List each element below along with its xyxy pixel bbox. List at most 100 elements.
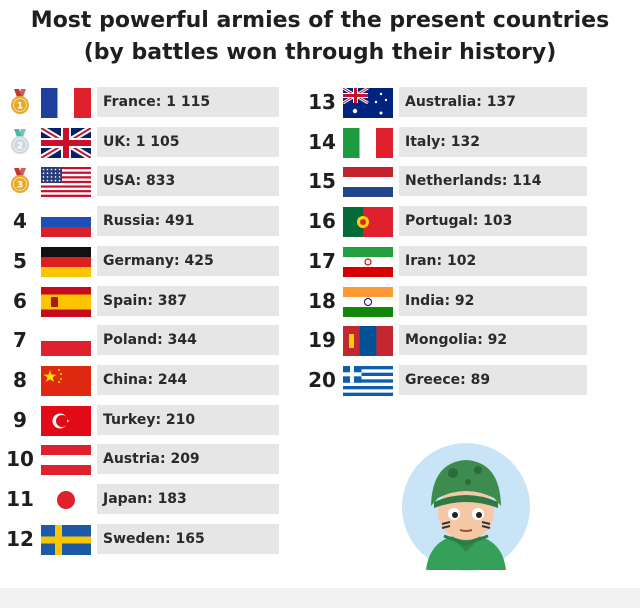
country-value-label: Mongolia: 92	[405, 332, 508, 349]
rank-number: 8	[13, 367, 27, 392]
italy-flag-icon	[343, 127, 393, 158]
value-bar: Germany: 425	[97, 245, 279, 276]
ranking-row: 2 UK: 1 105	[4, 126, 279, 158]
value-bar: India: 92	[399, 285, 587, 316]
austria-flag-icon	[41, 445, 91, 476]
rank-number: 4	[13, 209, 27, 234]
ranking-row: 6 Spain: 387	[4, 285, 279, 317]
rank-number: 5	[13, 248, 27, 273]
rank-number: 16	[308, 209, 336, 234]
ranking-row: 11 Japan: 183	[4, 484, 279, 515]
value-bar: Japan: 183	[97, 484, 279, 514]
ranking-row: 1 France: 1 115	[4, 87, 279, 118]
ranking-row: 20 Greece: 89	[306, 364, 587, 396]
china-flag-icon	[41, 365, 91, 396]
country-value-label: Poland: 344	[103, 332, 197, 349]
ranking-row: 8 China: 244	[4, 364, 279, 396]
value-bar: UK: 1 105	[97, 126, 279, 157]
ranking-row: 3 USA: 833	[4, 166, 279, 198]
country-value-label: Netherlands: 114	[405, 173, 542, 190]
country-value-label: Germany: 425	[103, 252, 214, 269]
ranking-row: 9 Turkey: 210	[4, 404, 279, 436]
value-bar: Spain: 387	[97, 285, 279, 316]
country-value-label: Sweden: 165	[103, 530, 205, 547]
country-value-label: Turkey: 210	[103, 411, 196, 428]
uk-flag-icon	[41, 127, 91, 158]
medal-icon: 2	[8, 128, 32, 155]
ranking-row: 12 Sweden: 165	[4, 523, 279, 555]
medal-icon: 3	[8, 168, 32, 194]
value-bar: Greece: 89	[399, 364, 587, 395]
ranking-row: 5 Germany: 425	[4, 245, 279, 277]
country-value-label: China: 244	[103, 371, 188, 388]
country-value-label: France: 1 115	[103, 94, 211, 110]
country-value-label: UK: 1 105	[103, 133, 180, 150]
svg-text:1: 1	[17, 102, 23, 112]
title-line-2: (by battles won through their history)	[83, 40, 557, 65]
country-value-label: Australia: 137	[405, 94, 516, 110]
country-value-label: Italy: 132	[405, 133, 480, 150]
rank-number: 6	[13, 288, 27, 313]
value-bar: USA: 833	[97, 166, 279, 197]
country-value-label: Greece: 89	[405, 371, 491, 388]
ranking-row: 13 Australia: 137	[306, 87, 587, 118]
mongolia-flag-icon	[343, 326, 393, 357]
ranking-row: 15 Netherlands: 114	[306, 166, 587, 198]
country-value-label: Portugal: 103	[405, 213, 513, 230]
bottom-strip	[0, 588, 640, 608]
rank-number: 13	[308, 90, 336, 114]
value-bar: Sweden: 165	[97, 523, 279, 554]
australia-flag-icon	[343, 88, 393, 118]
value-bar: Austria: 209	[97, 444, 279, 475]
value-bar: China: 244	[97, 364, 279, 395]
svg-text:3: 3	[17, 181, 23, 191]
netherlands-flag-icon	[343, 167, 393, 198]
ranking-row: 4 Russia: 491	[4, 206, 279, 238]
ranking-row: 16 Portugal: 103	[306, 206, 587, 238]
country-value-label: Russia: 491	[103, 213, 195, 230]
rank-number: 12	[6, 526, 34, 551]
value-bar: Poland: 344	[97, 325, 279, 356]
value-bar: France: 1 115	[97, 87, 279, 117]
iran-flag-icon	[343, 246, 393, 277]
value-bar: Portugal: 103	[399, 206, 587, 237]
portugal-flag-icon	[343, 207, 393, 238]
germany-flag-icon	[41, 246, 91, 277]
value-bar: Turkey: 210	[97, 404, 279, 435]
rank-number: 17	[308, 248, 336, 273]
value-bar: Mongolia: 92	[399, 325, 587, 356]
country-value-label: Iran: 102	[405, 252, 477, 269]
greece-flag-icon	[343, 365, 393, 396]
rank-number: 10	[6, 447, 34, 472]
title-line-1: Most powerful armies of the present coun…	[30, 8, 610, 33]
rank-number: 11	[6, 487, 34, 511]
country-value-label: Spain: 387	[103, 292, 188, 309]
value-bar: Iran: 102	[399, 245, 587, 276]
ranking-row: 10 Austria: 209	[4, 444, 279, 476]
rank-number: 18	[308, 288, 336, 313]
sweden-flag-icon	[41, 524, 91, 555]
ranking-row: 19 Mongolia: 92	[306, 325, 587, 357]
france-flag-icon	[41, 88, 91, 118]
rank-number: 14	[308, 129, 336, 154]
turkey-flag-icon	[41, 405, 91, 436]
ranking-row: 14 Italy: 132	[306, 126, 587, 158]
value-bar: Netherlands: 114	[399, 166, 587, 197]
rank-number: 7	[13, 328, 27, 353]
ranking-row: 17 Iran: 102	[306, 245, 587, 277]
rank-number: 20	[308, 367, 336, 392]
japan-flag-icon	[41, 485, 91, 515]
value-bar: Australia: 137	[399, 87, 587, 117]
country-value-label: Austria: 209	[103, 451, 200, 468]
russia-flag-icon	[41, 207, 91, 238]
svg-text:2: 2	[17, 141, 23, 151]
value-bar: Russia: 491	[97, 206, 279, 237]
country-value-label: India: 92	[405, 292, 475, 309]
india-flag-icon	[343, 286, 393, 317]
rank-number: 9	[13, 407, 27, 432]
spain-flag-icon	[41, 286, 91, 317]
ranking-row: 7 Poland: 344	[4, 325, 279, 357]
country-value-label: Japan: 183	[103, 491, 187, 507]
ranking-row: 18 India: 92	[306, 285, 587, 317]
value-bar: Italy: 132	[399, 126, 587, 157]
